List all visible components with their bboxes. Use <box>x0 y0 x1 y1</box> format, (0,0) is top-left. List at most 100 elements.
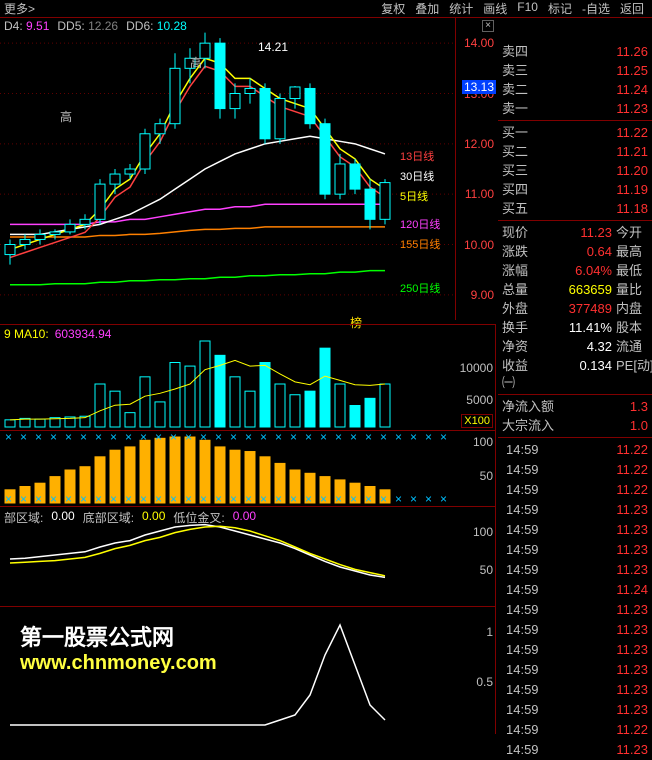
svg-text:×: × <box>80 492 87 506</box>
tick-row: 14:5911.23 <box>498 740 652 760</box>
svg-text:×: × <box>95 431 102 444</box>
tick-row: 14:5911.23 <box>498 620 652 640</box>
svg-text:×: × <box>20 492 27 506</box>
toolbar-item[interactable]: 叠加 <box>415 0 439 17</box>
toolbar-item[interactable]: 标记 <box>548 0 572 17</box>
price-tick: 14.00 <box>464 36 494 50</box>
svg-text:×: × <box>260 492 267 506</box>
toolbar-item[interactable]: 返回 <box>620 0 644 17</box>
top-toolbar: 更多> 复权 叠加 统计 画线 F10 标记 -自选 返回 <box>0 0 652 18</box>
svg-text:×: × <box>65 431 72 444</box>
stat-row: 现价11.23今开 <box>498 223 652 242</box>
ma-label: 13日线 <box>400 148 434 164</box>
high-marker: 高 <box>190 54 202 71</box>
tick-row: 14:5911.23 <box>498 500 652 520</box>
osc-tick: 1 <box>486 625 493 639</box>
price-tick: 12.00 <box>464 137 494 151</box>
price-tick: 9.00 <box>471 288 494 302</box>
svg-text:×: × <box>125 492 132 506</box>
stat-row: 净资4.32流通 <box>498 337 652 356</box>
more-link[interactable]: 更多> <box>4 0 35 17</box>
svg-text:×: × <box>65 492 72 506</box>
svg-text:×: × <box>425 492 432 506</box>
vol-tick: 10000 <box>460 361 493 375</box>
svg-text:×: × <box>215 492 222 506</box>
toolbar-item[interactable]: -自选 <box>582 0 610 17</box>
svg-text:×: × <box>425 431 432 444</box>
svg-text:×: × <box>35 431 42 444</box>
svg-text:×: × <box>50 492 57 506</box>
tick-row: 14:5911.23 <box>498 600 652 620</box>
svg-text:×: × <box>140 492 147 506</box>
svg-text:×: × <box>200 431 207 444</box>
svg-text:×: × <box>275 431 282 444</box>
stat-row: 涨跌0.64最高 <box>498 242 652 261</box>
price-axis: 14.0013.0012.0011.0010.009.0013.13 <box>456 18 496 320</box>
volume-panel[interactable]: 9 MA10: 603934.94 10000 5000 X100 <box>0 324 496 430</box>
osc2-label: 低位金叉: <box>173 509 224 526</box>
svg-text:×: × <box>95 492 102 506</box>
side-row: 卖二11.24 <box>498 80 652 99</box>
svg-text:×: × <box>380 431 387 444</box>
osc2-label: 部区域: <box>4 509 43 526</box>
watermark-url: www.chnmoney.com <box>20 652 217 675</box>
vol-tick: 5000 <box>466 393 493 407</box>
high-marker: 高 <box>60 108 72 125</box>
svg-text:×: × <box>245 492 252 506</box>
svg-text:×: × <box>380 492 387 506</box>
osc2-header: 部区域:0.00底部区域:0.00低位金叉:0.00 <box>4 509 256 526</box>
svg-text:×: × <box>80 431 87 444</box>
svg-text:×: × <box>185 492 192 506</box>
svg-text:×: × <box>440 431 447 444</box>
oscillator-1[interactable]: ××××××××××××××××××××××××××××××××××××××××… <box>0 430 496 506</box>
svg-text:×: × <box>305 431 312 444</box>
tick-row: 14:5911.22 <box>498 720 652 740</box>
svg-text:×: × <box>20 431 27 444</box>
price-tick: 10.00 <box>464 238 494 252</box>
oscillator-2[interactable]: 部区域:0.00底部区域:0.00低位金叉:0.00 100 50 <box>0 506 496 606</box>
svg-text:×: × <box>110 492 117 506</box>
high-value: 14.21 <box>258 40 288 54</box>
side-row: 买一11.22 <box>498 123 652 142</box>
side-row: 买五11.18 <box>498 199 652 218</box>
svg-text:×: × <box>335 492 342 506</box>
osc2-label: 底部区域: <box>83 509 134 526</box>
osc2-label: 0.00 <box>51 509 74 526</box>
osc-tick: 50 <box>480 469 493 483</box>
svg-text:×: × <box>290 492 297 506</box>
svg-text:×: × <box>200 492 207 506</box>
tick-row: 14:5911.22 <box>498 460 652 480</box>
svg-text:×: × <box>230 431 237 444</box>
stat-row: 换手11.41%股本 <box>498 318 652 337</box>
toolbar-item[interactable]: 画线 <box>483 0 507 17</box>
candlestick-chart[interactable]: 高 高 14.21 榜 <box>0 18 456 320</box>
stat-row: 收益㈠0.134PE[动] <box>498 356 652 392</box>
osc-tick: 0.5 <box>476 675 493 689</box>
toolbar-item[interactable]: F10 <box>517 0 538 17</box>
tick-row: 14:5911.23 <box>498 560 652 580</box>
stat-row: 外盘377489内盘 <box>498 299 652 318</box>
svg-text:×: × <box>350 431 357 444</box>
ma-label: 155日线 <box>400 236 440 252</box>
tick-row: 14:5911.22 <box>498 480 652 500</box>
x100-badge: X100 <box>461 414 493 428</box>
svg-text:×: × <box>215 431 222 444</box>
side-row: 买三11.20 <box>498 161 652 180</box>
svg-text:×: × <box>305 492 312 506</box>
svg-text:×: × <box>395 431 402 444</box>
svg-text:×: × <box>320 492 327 506</box>
svg-text:×: × <box>290 431 297 444</box>
volume-header: 9 MA10: 603934.94 <box>4 327 111 341</box>
toolbar-item[interactable]: 复权 <box>381 0 405 17</box>
tick-row: 14:5911.23 <box>498 640 652 660</box>
side-row: 卖一11.23 <box>498 99 652 118</box>
svg-text:×: × <box>320 431 327 444</box>
osc2-label: 0.00 <box>233 509 256 526</box>
stat-row: 总量663659量比 <box>498 280 652 299</box>
svg-text:×: × <box>410 492 417 506</box>
toolbar-item[interactable]: 统计 <box>449 0 473 17</box>
osc-tick: 50 <box>480 563 493 577</box>
svg-text:×: × <box>170 431 177 444</box>
tick-row: 14:5911.23 <box>498 680 652 700</box>
svg-text:×: × <box>335 431 342 444</box>
